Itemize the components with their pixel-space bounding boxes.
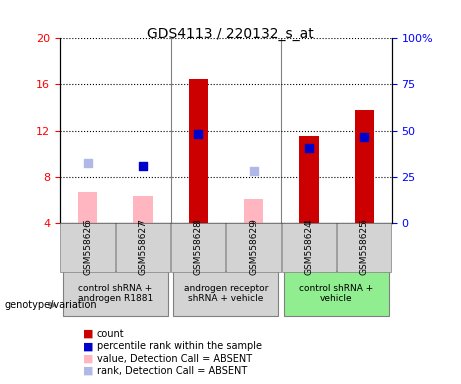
- Text: GSM558624: GSM558624: [304, 220, 313, 275]
- Text: GSM558628: GSM558628: [194, 218, 203, 273]
- Text: control shRNA +
androgen R1881: control shRNA + androgen R1881: [77, 284, 153, 303]
- Bar: [133, 196, 153, 223]
- Point: [195, 131, 202, 137]
- Bar: [244, 199, 263, 223]
- Text: ■: ■: [83, 354, 94, 364]
- Text: genotype/variation: genotype/variation: [5, 300, 97, 310]
- Text: count: count: [97, 329, 124, 339]
- Bar: [78, 192, 97, 223]
- Text: GSM558627: GSM558627: [138, 220, 148, 275]
- Text: GSM558625: GSM558625: [360, 220, 369, 275]
- Text: ■: ■: [83, 366, 94, 376]
- Text: GSM558624: GSM558624: [304, 218, 313, 273]
- Text: rank, Detection Call = ABSENT: rank, Detection Call = ABSENT: [97, 366, 247, 376]
- FancyBboxPatch shape: [116, 223, 170, 272]
- Text: ■: ■: [83, 341, 94, 351]
- Bar: [355, 110, 374, 223]
- Text: GDS4113 / 220132_s_at: GDS4113 / 220132_s_at: [147, 27, 314, 41]
- FancyBboxPatch shape: [284, 271, 389, 316]
- FancyBboxPatch shape: [60, 223, 115, 272]
- FancyBboxPatch shape: [173, 271, 278, 316]
- Text: GSM558628: GSM558628: [194, 220, 203, 275]
- Text: percentile rank within the sample: percentile rank within the sample: [97, 341, 262, 351]
- Point: [250, 168, 257, 174]
- Text: GSM558627: GSM558627: [138, 218, 148, 273]
- FancyBboxPatch shape: [282, 223, 336, 272]
- Bar: [189, 79, 208, 223]
- Text: value, Detection Call = ABSENT: value, Detection Call = ABSENT: [97, 354, 252, 364]
- FancyBboxPatch shape: [337, 223, 391, 272]
- Text: ■: ■: [83, 329, 94, 339]
- Bar: [299, 136, 319, 223]
- Text: GSM558625: GSM558625: [360, 218, 369, 273]
- Text: androgen receptor
shRNA + vehicle: androgen receptor shRNA + vehicle: [183, 284, 268, 303]
- FancyBboxPatch shape: [226, 223, 281, 272]
- Text: GSM558626: GSM558626: [83, 218, 92, 273]
- Text: GSM558626: GSM558626: [83, 220, 92, 275]
- FancyBboxPatch shape: [171, 223, 225, 272]
- Text: GSM558629: GSM558629: [249, 220, 258, 275]
- Point: [84, 160, 91, 166]
- Point: [361, 134, 368, 141]
- Text: control shRNA +
vehicle: control shRNA + vehicle: [299, 284, 374, 303]
- Text: GSM558629: GSM558629: [249, 218, 258, 273]
- Point: [305, 145, 313, 151]
- FancyBboxPatch shape: [63, 271, 168, 316]
- Point: [139, 163, 147, 169]
